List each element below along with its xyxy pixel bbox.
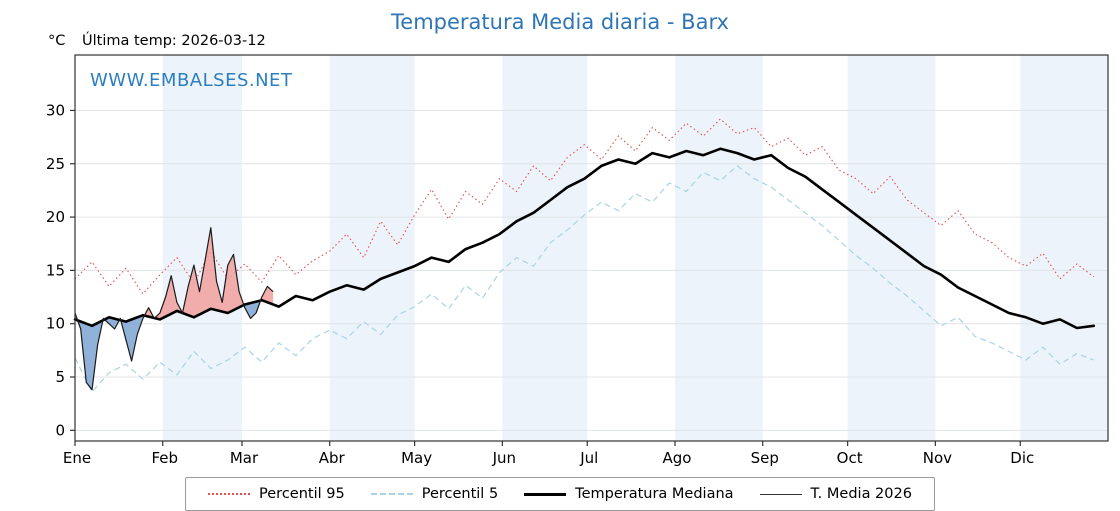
x-tick-label: Sep (751, 449, 779, 467)
t-media-2026-line-sample-icon (760, 494, 802, 495)
x-tick-label: Ago (663, 449, 692, 467)
month-band (330, 55, 415, 441)
y-tick-label: 30 (46, 101, 65, 119)
y-tick-label: 15 (46, 261, 65, 279)
month-band (675, 55, 763, 441)
chart-canvas: Ene Feb Mar Abr May Jun Jul Ago Sep Oct Nov Dic 0 5 10… (0, 0, 1120, 470)
percentil-5-line-sample-icon (371, 493, 413, 495)
x-tick-label: Jun (492, 449, 516, 467)
mediana-line-sample-icon (524, 493, 566, 496)
x-tick-label: Ene (63, 449, 91, 467)
x-tick-label: Oct (837, 449, 863, 467)
y-tick-label: 25 (46, 155, 65, 173)
x-tick-label: Nov (923, 449, 952, 467)
x-tick-label: May (401, 449, 432, 467)
x-tick-label: Mar (230, 449, 259, 467)
month-band (848, 55, 936, 441)
month-band (1020, 55, 1108, 441)
y-tick-label: 5 (55, 368, 65, 386)
x-tick-label: Feb (151, 449, 178, 467)
month-band (163, 55, 242, 441)
y-tick-label: 10 (46, 315, 65, 333)
percentil-95-line-sample-icon (208, 493, 250, 495)
y-tick-label: 20 (46, 208, 65, 226)
watermark-text: WWW.EMBALSES.NET (90, 70, 293, 91)
y-tick-label: 0 (55, 421, 65, 439)
x-tick-label: Dic (1010, 449, 1034, 467)
chart-legend: Percentil 95 Percentil 5 Temperatura Med… (185, 477, 935, 511)
x-tick-label: Jul (579, 449, 598, 467)
month-band (502, 55, 587, 441)
x-tick-label: Abr (319, 449, 346, 467)
